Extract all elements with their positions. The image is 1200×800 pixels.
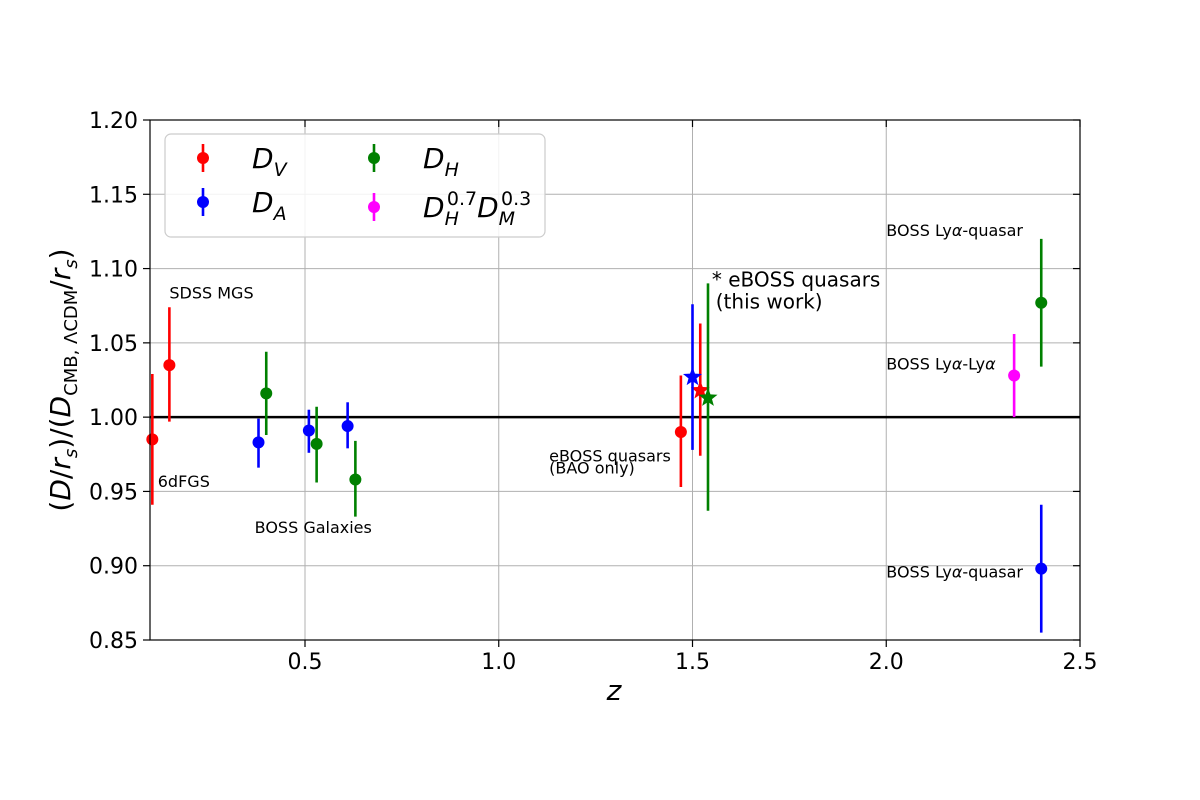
data-point xyxy=(163,359,176,372)
data-point xyxy=(341,420,354,433)
y-tick-label: 0.85 xyxy=(89,629,138,654)
data-point-star xyxy=(698,387,718,406)
data-marks xyxy=(146,238,1048,633)
x-tick-label: 0.5 xyxy=(288,650,323,675)
data-point xyxy=(674,426,687,438)
legend-item: DV xyxy=(197,142,289,181)
data-point xyxy=(260,387,273,400)
annotation-label: BOSS Lyα-Lyα xyxy=(886,355,996,374)
legend-item: DH xyxy=(368,142,459,181)
legend-marker xyxy=(368,201,380,213)
data-point xyxy=(349,473,362,486)
data-point xyxy=(302,424,315,437)
legend-marker xyxy=(197,152,209,164)
x-axis-label: z xyxy=(606,674,623,707)
plot-frame xyxy=(149,119,1081,641)
legend-label: DA xyxy=(252,186,287,225)
x-tick-label: 2.5 xyxy=(1063,650,1098,675)
data-point xyxy=(310,437,323,450)
y-tick-label: 1.15 xyxy=(89,183,138,208)
annotation-label: BOSS Lyα-quasar xyxy=(886,221,1023,240)
data-point xyxy=(146,433,159,446)
data-point xyxy=(1008,369,1021,382)
y-tick-label: 1.05 xyxy=(89,332,138,357)
annotation-label: (BAO only) xyxy=(549,459,635,478)
annotation-label: (this work) xyxy=(716,290,823,314)
legend-label: DH0.7DM0.3 xyxy=(423,188,531,230)
svg-text:(D/rs)/(DCMB, ΛCDM/rs): (D/rs)/(DCMB, ΛCDM/rs) xyxy=(44,248,82,511)
y-tick-label: 0.95 xyxy=(89,480,138,505)
annotation-label: BOSS Lyα-quasar xyxy=(886,563,1023,582)
legend-marker xyxy=(368,152,380,164)
data-point xyxy=(252,436,265,449)
data-point-star xyxy=(682,367,703,386)
data-point xyxy=(1035,562,1048,575)
legend-item: DA xyxy=(197,186,287,225)
data-point xyxy=(1035,296,1048,309)
legend: DV DA DH DH0.7DM0.3 xyxy=(164,133,546,238)
x-tick-label: 2.0 xyxy=(869,650,904,675)
legend-item: DH0.7DM0.3 xyxy=(368,188,531,230)
axis-ticks: 0.5 1.0 1.5 2.0 2.5 0.85 0.90 0.95 1.00 1.05 1.10 1… xyxy=(89,109,1097,675)
y-tick-label: 1.10 xyxy=(89,258,138,283)
y-tick-label: 1.00 xyxy=(89,406,138,431)
x-tick-label: 1.0 xyxy=(481,650,516,675)
y-axis-label: (D/rs)/(DCMB, ΛCDM/rs) xyxy=(44,248,82,511)
annotation-label: eBOSS quasars xyxy=(549,447,671,466)
legend-label: DH xyxy=(423,142,459,181)
y-tick-label: 0.90 xyxy=(89,555,138,580)
annotation-label: BOSS Galaxies xyxy=(255,518,372,537)
y-tick-label: 1.20 xyxy=(89,109,138,134)
annotation-label: * eBOSS quasars xyxy=(712,267,880,291)
legend-label: DV xyxy=(252,142,289,181)
legend-marker xyxy=(197,196,209,208)
data-point-star xyxy=(690,380,710,399)
legend-box xyxy=(164,133,546,238)
x-tick-label: 1.5 xyxy=(675,650,710,675)
annotation-label: SDSS MGS xyxy=(169,283,253,302)
annotation-label: 6dFGS xyxy=(158,472,210,491)
